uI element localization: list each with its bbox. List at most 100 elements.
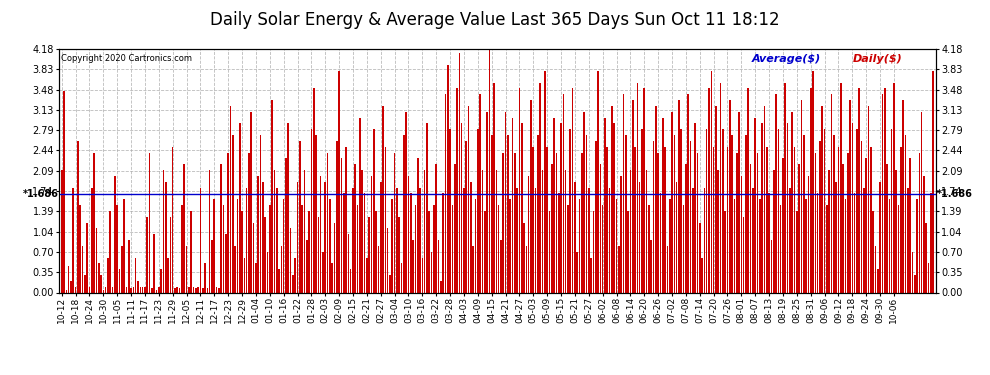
Bar <box>200 188 201 292</box>
Bar <box>888 199 890 292</box>
Bar <box>93 153 95 292</box>
Bar <box>756 153 758 292</box>
Bar <box>867 106 869 292</box>
Bar <box>562 94 564 292</box>
Bar <box>683 205 684 292</box>
Bar <box>777 129 779 292</box>
Bar <box>443 194 444 292</box>
Bar <box>732 135 733 292</box>
Bar <box>162 170 164 292</box>
Bar <box>313 88 315 292</box>
Bar <box>711 71 712 292</box>
Bar <box>110 211 111 292</box>
Bar <box>697 153 698 292</box>
Bar <box>655 106 656 292</box>
Bar <box>662 117 663 292</box>
Bar <box>635 147 636 292</box>
Bar <box>551 164 552 292</box>
Bar <box>209 170 211 292</box>
Bar <box>377 246 379 292</box>
Bar <box>433 205 435 292</box>
Bar <box>467 106 469 292</box>
Bar <box>526 246 528 292</box>
Bar <box>232 135 234 292</box>
Bar <box>373 129 374 292</box>
Bar <box>630 170 632 292</box>
Bar <box>770 240 772 292</box>
Bar <box>382 106 384 292</box>
Bar <box>82 246 83 292</box>
Bar <box>147 217 148 292</box>
Bar <box>856 129 857 292</box>
Bar <box>503 153 504 292</box>
Bar <box>479 94 481 292</box>
Bar <box>775 94 777 292</box>
Bar <box>637 82 639 292</box>
Bar <box>283 199 284 292</box>
Bar <box>131 288 132 292</box>
Bar <box>858 88 860 292</box>
Bar <box>669 199 670 292</box>
Bar <box>542 170 544 292</box>
Bar <box>438 240 440 292</box>
Bar <box>553 117 555 292</box>
Bar <box>486 112 488 292</box>
Bar <box>632 100 634 292</box>
Bar <box>172 147 173 292</box>
Bar <box>359 117 360 292</box>
Bar <box>165 182 166 292</box>
Bar <box>725 211 726 292</box>
Bar <box>900 147 902 292</box>
Text: *1.686: *1.686 <box>937 189 972 199</box>
Bar <box>810 88 812 292</box>
Bar <box>380 182 381 292</box>
Bar <box>363 194 365 292</box>
Bar <box>257 176 259 292</box>
Bar <box>722 129 724 292</box>
Bar <box>846 153 848 292</box>
Bar <box>225 234 227 292</box>
Bar <box>588 188 590 292</box>
Bar <box>531 100 532 292</box>
Bar <box>931 194 932 292</box>
Bar <box>590 258 592 292</box>
Bar <box>412 240 414 292</box>
Bar <box>424 170 426 292</box>
Bar <box>322 252 324 292</box>
Bar <box>329 199 331 292</box>
Bar <box>572 88 573 292</box>
Bar <box>387 228 388 292</box>
Bar <box>538 135 539 292</box>
Bar <box>398 217 400 292</box>
Bar <box>181 205 183 292</box>
Bar <box>648 205 649 292</box>
Bar <box>415 205 416 292</box>
Bar <box>829 170 830 292</box>
Bar <box>768 194 770 292</box>
Bar <box>474 199 476 292</box>
Bar <box>604 117 606 292</box>
Bar <box>678 100 680 292</box>
Bar <box>787 123 788 292</box>
Bar <box>727 147 729 292</box>
Text: Average($): Average($) <box>751 54 821 64</box>
Bar <box>460 123 462 292</box>
Bar <box>126 286 128 292</box>
Bar <box>618 246 620 292</box>
Bar <box>334 222 336 292</box>
Bar <box>202 288 204 292</box>
Bar <box>833 135 835 292</box>
Bar <box>500 240 502 292</box>
Bar <box>692 188 694 292</box>
Bar <box>72 188 74 292</box>
Bar <box>780 205 781 292</box>
Bar <box>609 188 611 292</box>
Bar <box>898 205 899 292</box>
Bar <box>207 288 208 292</box>
Bar <box>446 65 448 292</box>
Bar <box>188 286 190 292</box>
Bar <box>491 135 492 292</box>
Bar <box>325 182 326 292</box>
Bar <box>713 147 715 292</box>
Bar <box>61 170 62 292</box>
